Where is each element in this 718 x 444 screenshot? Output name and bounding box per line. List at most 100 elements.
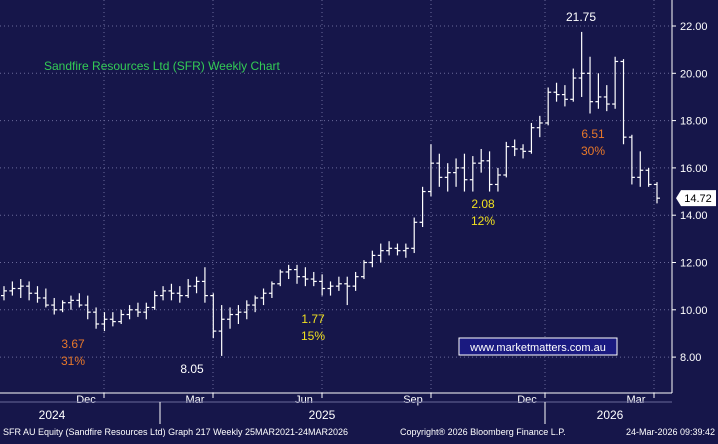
footer-timestamp: 24-Mar-2026 09:39:42 [626, 427, 715, 437]
ohlc-bar [654, 182, 660, 204]
y-tick-label: 22.00 [680, 21, 708, 33]
y-tick-label: 16.00 [680, 163, 708, 175]
ohlc-bar [76, 293, 83, 308]
ohlc-bar [134, 302, 141, 317]
annotation-label: 1.77 [301, 312, 325, 326]
ohlc-bar [386, 241, 393, 256]
annotation-label: 12% [471, 214, 495, 228]
x-year-label: 2024 [39, 408, 66, 422]
y-tick-label: 12.00 [680, 258, 708, 270]
footer-copyright: Copyright® 2026 Bloomberg Finance L.P. [400, 427, 566, 437]
ohlc-bar [268, 281, 275, 298]
chart-title: Sandfire Resources Ltd (SFR) Weekly Char… [44, 59, 281, 73]
x-month-label: Jun [295, 394, 313, 406]
ohlc-bar [427, 144, 434, 197]
watermark-text: www.marketmatters.com.au [469, 342, 606, 354]
ohlc-bar [419, 186, 426, 228]
ohlc-bar [294, 264, 301, 284]
ohlc-bar [545, 87, 552, 126]
annotation-label: 8.05 [180, 362, 204, 376]
ohlc-bar [486, 151, 493, 192]
y-tick-label: 20.00 [680, 68, 708, 80]
y-tick-label: 18.00 [680, 116, 708, 128]
ohlc-bar [461, 153, 468, 192]
ohlc-bar [118, 309, 125, 324]
ohlc-bar [93, 307, 100, 329]
annotation-label: 30% [581, 144, 605, 158]
x-month-label: Mar [186, 394, 205, 406]
last-price-label: 14.72 [684, 193, 712, 205]
ohlc-bar [352, 271, 359, 291]
ohlc-bar [26, 281, 33, 301]
ohlc-bar [34, 286, 41, 303]
price-bars [1, 31, 660, 356]
last-price-marker [676, 190, 716, 207]
ohlc-bar [645, 167, 652, 187]
ohlc-bar [478, 148, 485, 173]
x-axis: Dec Mar Jun Sep Dec Mar 2024 2025 2026 [0, 392, 672, 424]
y-tick-label: 8.00 [680, 352, 701, 364]
last-price-tag: 14.72 [676, 190, 716, 207]
annotation-label: 21.75 [566, 10, 596, 24]
ohlc-bar [344, 276, 351, 306]
ohlc-bar [319, 274, 326, 296]
ohlc-bar [227, 307, 234, 329]
ohlc-bar [151, 290, 158, 310]
ohlc-bar [285, 264, 292, 280]
ohlc-bar [587, 56, 594, 114]
annotation-label: 2.08 [471, 197, 495, 211]
ohlc-bar [101, 312, 108, 332]
grid [0, 0, 672, 393]
ohlc-bar [528, 122, 535, 154]
ohlc-bar [637, 151, 644, 187]
annotation-label: 31% [61, 354, 85, 368]
ohlc-bar [218, 305, 225, 356]
ohlc-bar [520, 144, 527, 159]
ohlc-bar [126, 305, 133, 320]
footer: SFR AU Equity (Sandfire Resources Ltd) G… [0, 424, 718, 439]
ohlc-bar [176, 286, 183, 303]
ohlc-bar [109, 312, 116, 327]
annotation-label: 3.67 [61, 337, 85, 351]
ohlc-bar [42, 288, 49, 308]
annotation-label: 15% [301, 329, 325, 343]
ohlc-bar [193, 276, 200, 294]
ohlc-bar [503, 141, 510, 178]
y-axis: 8.00 10.00 12.00 14.00 16.00 18.00 20.00 22.00 [671, 0, 708, 393]
ohlc-bar [1, 286, 7, 301]
ohlc-bar [59, 300, 66, 313]
ohlc-bar [620, 59, 627, 145]
x-year-label: 2025 [309, 408, 336, 422]
y-tick-label: 10.00 [680, 305, 708, 317]
ohlc-bar [369, 250, 376, 268]
ohlc-bar [360, 260, 367, 280]
ohlc-bar [17, 279, 24, 298]
ohlc-bar [9, 281, 16, 296]
ohlc-bar [327, 281, 334, 296]
footer-bar [0, 424, 718, 439]
ohlc-bar [51, 297, 58, 315]
ohlc-bar [67, 295, 74, 310]
ohlc-bar [444, 163, 451, 192]
ohlc-bar [595, 73, 602, 109]
ohlc-bar [561, 85, 568, 107]
annotations: 3.67 31% 8.05 1.77 15% 2.08 12% 21.75 6.51 30% [61, 10, 605, 376]
ohlc-bar [185, 279, 192, 298]
ohlc-bar [612, 56, 619, 109]
ohlc-bar [578, 31, 585, 97]
ohlc-bar [210, 293, 217, 339]
x-month-label: Dec [76, 394, 96, 406]
ohlc-bar [143, 302, 150, 320]
watermark: www.marketmatters.com.au [458, 337, 618, 356]
ohlc-bar [310, 271, 317, 287]
ohlc-bar [377, 243, 384, 263]
ohlc-bar [553, 82, 560, 102]
ohlc-bar [436, 153, 443, 187]
ohlc-bar [252, 295, 259, 313]
ohlc-bar [201, 267, 208, 303]
ohlc-bar [84, 295, 91, 320]
footer-security: SFR AU Equity (Sandfire Resources Ltd) G… [3, 427, 348, 437]
